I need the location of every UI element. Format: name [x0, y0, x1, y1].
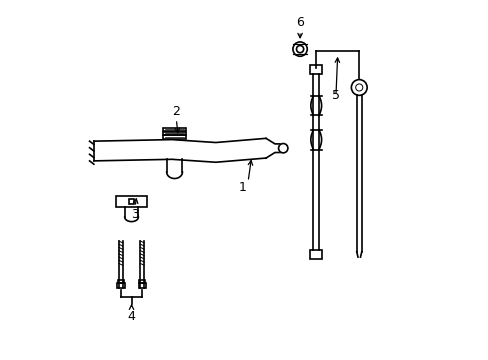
- Text: 2: 2: [172, 105, 180, 118]
- Bar: [310, 65, 321, 74]
- Bar: [116, 197, 146, 207]
- Text: 3: 3: [131, 208, 139, 221]
- Bar: [138, 283, 146, 288]
- Bar: [163, 128, 186, 131]
- Bar: [129, 199, 134, 204]
- Text: 6: 6: [296, 16, 304, 29]
- Bar: [139, 280, 145, 283]
- Bar: [118, 280, 123, 283]
- Bar: [163, 132, 186, 135]
- Bar: [163, 135, 186, 139]
- Bar: [117, 283, 124, 288]
- Text: 1: 1: [238, 181, 246, 194]
- Bar: [310, 250, 321, 259]
- Text: 5: 5: [331, 89, 339, 102]
- Circle shape: [278, 144, 287, 153]
- Circle shape: [351, 80, 366, 95]
- Text: 4: 4: [127, 310, 135, 323]
